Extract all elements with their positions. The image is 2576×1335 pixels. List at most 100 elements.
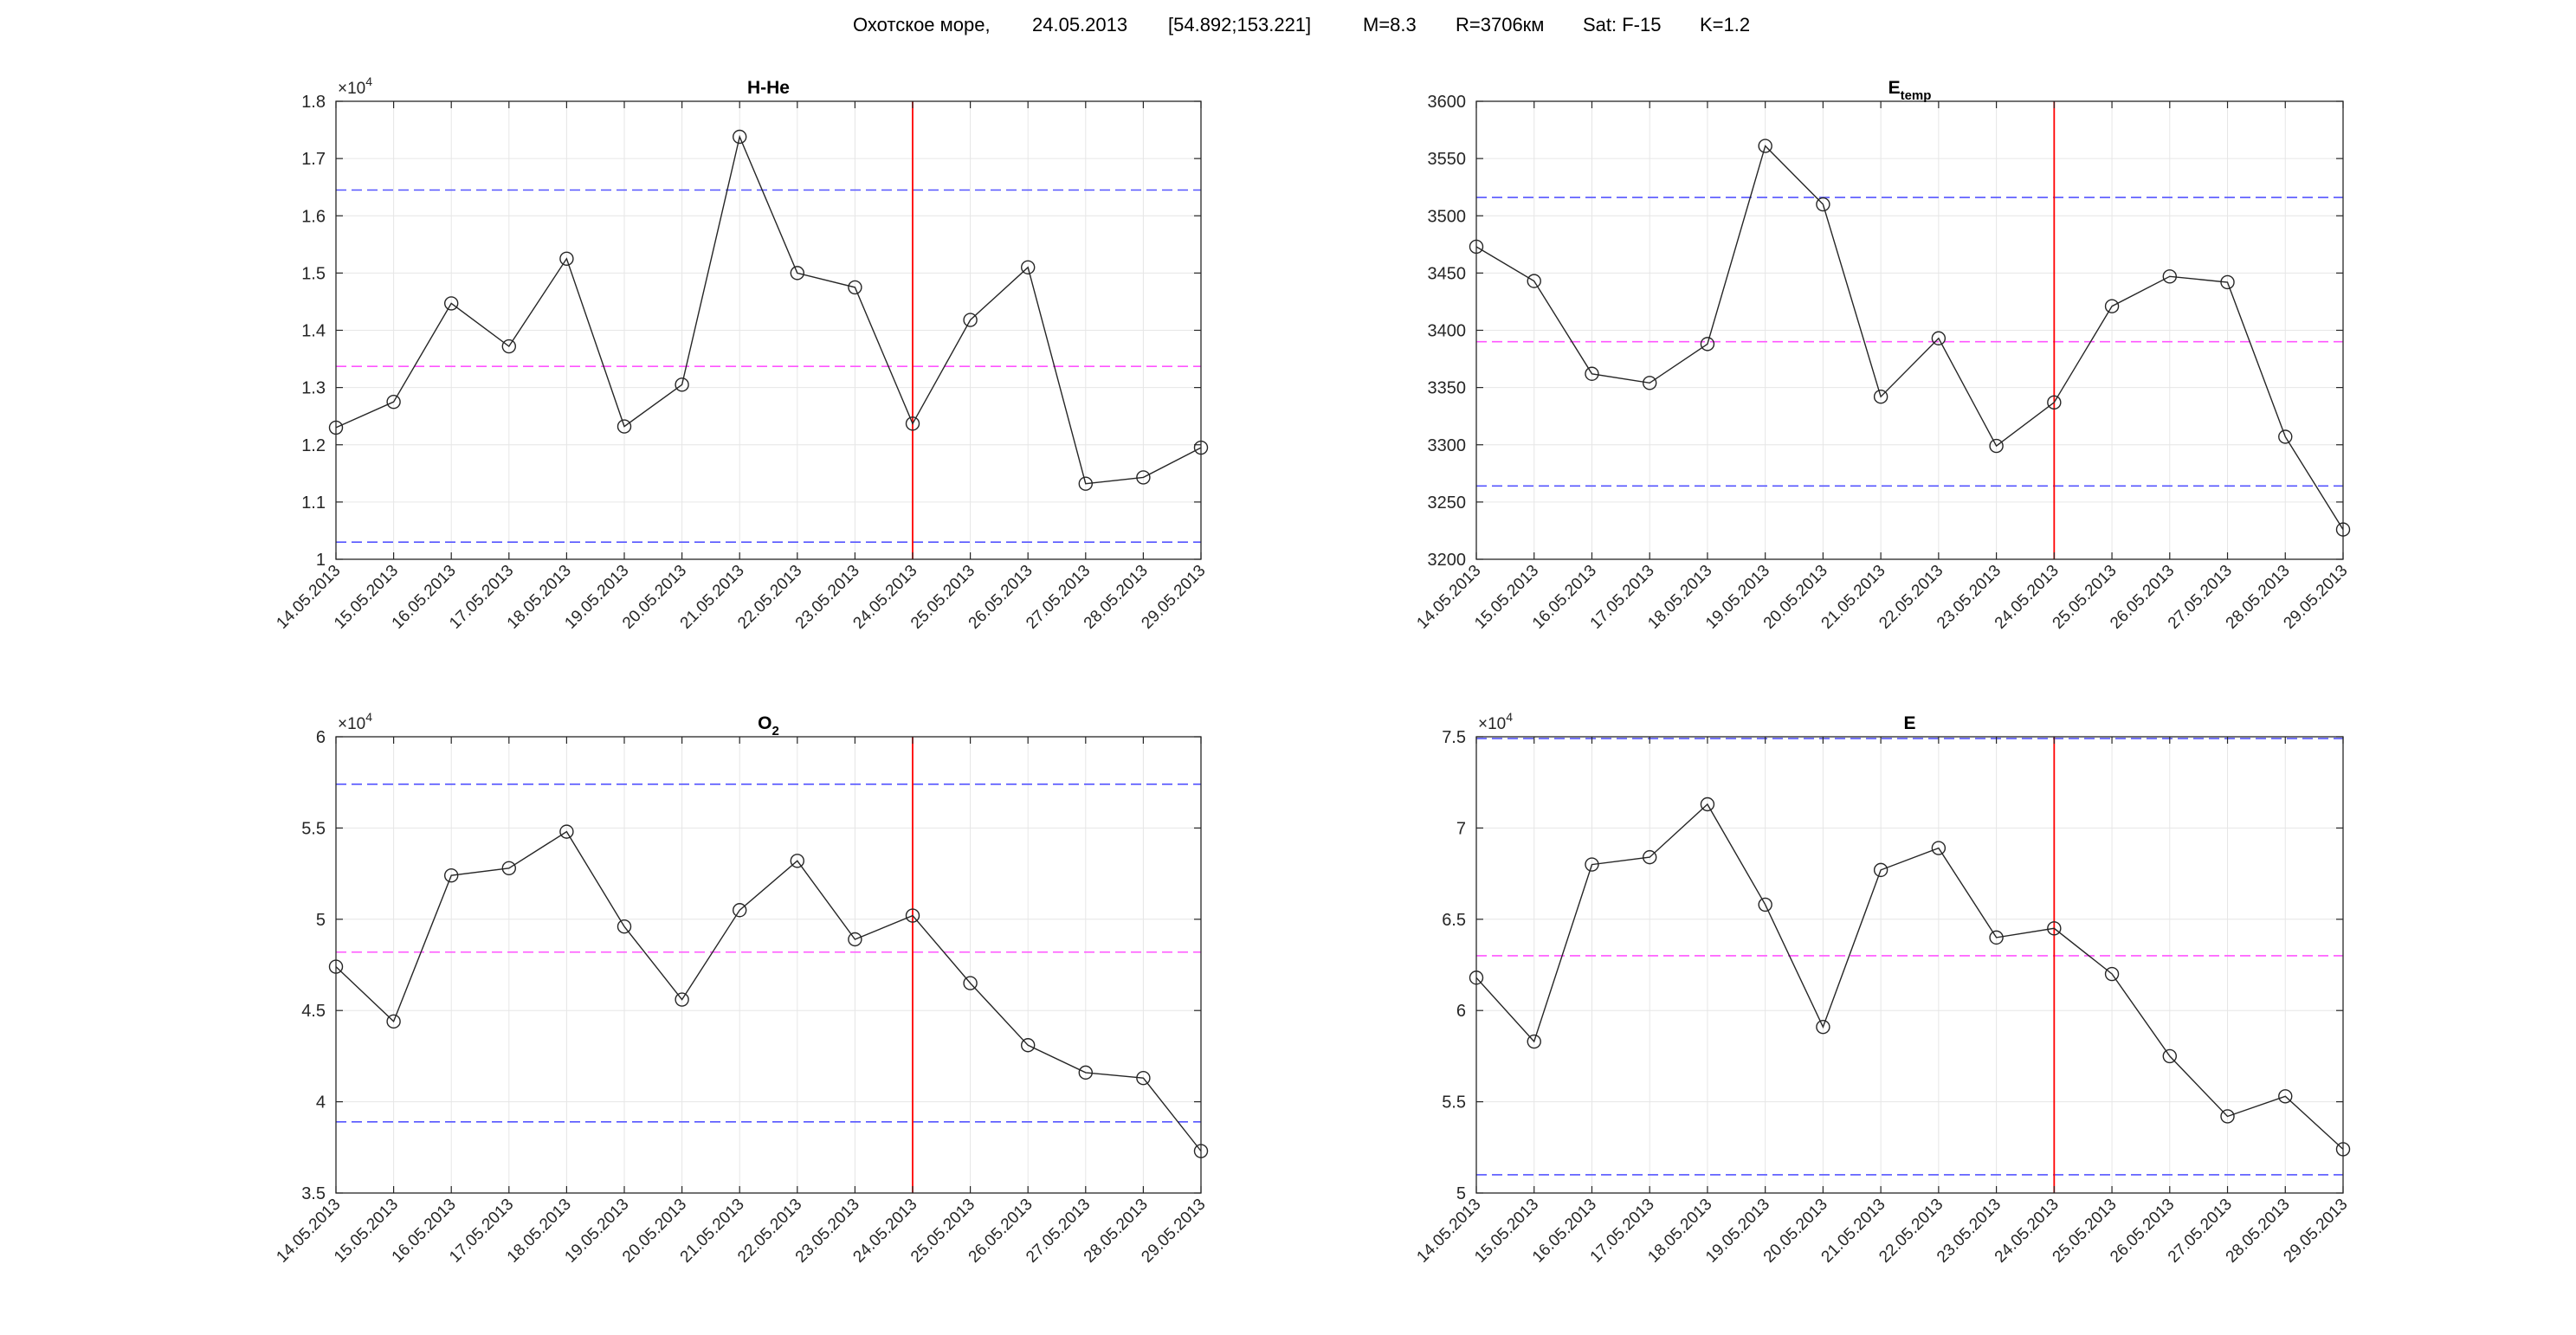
axes-box	[1475, 736, 2344, 1194]
y-tick-label: 3250	[1428, 493, 1467, 513]
y-tick-label: 7.5	[1442, 728, 1466, 747]
header-coordinates: [54.892;153.221]	[1168, 14, 1312, 35]
multiplier-exponent: 4	[365, 710, 372, 724]
data-point	[1700, 796, 1715, 812]
data-point	[1527, 274, 1541, 288]
data-point	[2220, 1109, 2235, 1124]
data-point	[559, 251, 574, 267]
chart-title: Etemp	[1888, 78, 1932, 103]
data-point	[444, 868, 459, 883]
data-point	[1931, 841, 1947, 855]
data-point	[905, 908, 920, 923]
y-tick-label: 3200	[1428, 551, 1467, 570]
data-point	[2104, 966, 2120, 982]
series-line	[1475, 145, 2344, 530]
data-point	[501, 861, 516, 875]
y-tick-label: 1.7	[301, 150, 326, 169]
y-tick-label: 1	[316, 551, 326, 570]
y-axis-multiplier: ×104	[1478, 710, 1513, 733]
data-point	[1078, 1065, 1094, 1080]
y-tick-label: 3300	[1428, 436, 1467, 455]
data-point	[848, 280, 862, 295]
chart-title: E	[1903, 713, 1915, 733]
header-satellite: Sat: F-15	[1583, 14, 1662, 35]
data-point	[790, 854, 804, 868]
data-point	[2162, 1048, 2178, 1064]
multiplier-base: ×10	[1478, 715, 1506, 733]
data-point	[617, 919, 632, 934]
y-tick-label: 6	[1456, 1002, 1466, 1021]
chart-panel-2: 32003250330033503400345035003550360014.0…	[1413, 78, 2351, 633]
data-point	[1527, 1034, 1541, 1049]
data-point	[1642, 376, 1657, 390]
data-point	[1136, 470, 1151, 485]
chart-panel-3: 3.544.555.5614.05.201315.05.201316.05.20…	[273, 710, 1209, 1267]
data-point	[2104, 299, 2120, 313]
y-tick-label: 6.5	[1442, 911, 1466, 930]
y-axis-multiplier: ×104	[338, 74, 372, 98]
data-point	[2278, 1089, 2293, 1104]
data-point	[2220, 274, 2235, 290]
y-tick-label: 1.3	[301, 379, 326, 398]
y-tick-label: 7	[1456, 819, 1466, 838]
data-point	[848, 932, 862, 947]
chart-title-subscript: temp	[1901, 88, 1932, 103]
y-tick-label: 1.2	[301, 436, 326, 455]
y-tick-label: 1.4	[301, 322, 326, 341]
y-tick-label: 3.5	[301, 1184, 326, 1203]
data-point	[963, 313, 978, 327]
y-tick-label: 5	[1456, 1184, 1466, 1203]
data-point	[1585, 366, 1599, 381]
data-point	[1873, 390, 1888, 404]
series-line	[335, 830, 1202, 1151]
y-tick-label: 5	[316, 911, 326, 930]
data-point	[617, 419, 632, 434]
header-date: 24.05.2013	[1032, 14, 1128, 35]
data-point	[1989, 930, 2004, 945]
multiplier-base: ×10	[338, 715, 365, 733]
figure-header: Охотское море, 24.05.2013 [54.892;153.22…	[0, 0, 2576, 52]
header-radius: R=3706км	[1456, 14, 1545, 35]
data-point	[2278, 429, 2293, 444]
y-tick-label: 3450	[1428, 264, 1467, 283]
y-tick-label: 3400	[1428, 322, 1467, 341]
data-point	[501, 339, 516, 354]
data-point	[675, 377, 689, 392]
axes-box	[335, 736, 1202, 1194]
y-tick-label: 5.5	[1442, 1093, 1466, 1112]
header-magnitude: M=8.3	[1363, 14, 1417, 35]
y-tick-label: 1.6	[301, 207, 326, 226]
y-tick-label: 3550	[1428, 150, 1467, 169]
y-tick-label: 3600	[1428, 93, 1467, 112]
chart-title-subscript: 2	[772, 724, 779, 738]
data-point	[1020, 260, 1036, 274]
plot-area	[1476, 737, 2343, 1193]
data-point	[733, 903, 747, 918]
data-point	[1758, 139, 1772, 153]
y-tick-label: 6	[316, 728, 326, 747]
y-tick-label: 4	[316, 1093, 326, 1112]
y-axis-multiplier: ×104	[338, 710, 372, 733]
data-point	[1700, 337, 1715, 351]
data-point	[1136, 1070, 1151, 1086]
chart-title-text: E	[1903, 713, 1915, 733]
data-point	[1758, 897, 1772, 913]
multiplier-base: ×10	[338, 80, 365, 98]
y-tick-label: 5.5	[301, 819, 326, 838]
plot-area	[336, 737, 1201, 1193]
chart-panel-1: 11.11.21.31.41.51.61.71.814.05.201315.05…	[273, 74, 1209, 633]
chart-title: O2	[758, 713, 779, 738]
data-point	[790, 266, 804, 281]
data-point	[2162, 269, 2178, 284]
series-line	[335, 134, 1202, 485]
y-tick-label: 4.5	[301, 1002, 326, 1021]
data-point	[733, 129, 747, 145]
y-tick-label: 3350	[1428, 379, 1467, 398]
data-point	[1931, 331, 1947, 345]
data-point	[386, 394, 401, 410]
data-point	[1585, 857, 1599, 872]
y-tick-label: 1.8	[301, 93, 326, 112]
data-point	[2047, 395, 2062, 410]
data-point	[1816, 197, 1830, 212]
chart-title: H-He	[747, 78, 790, 98]
